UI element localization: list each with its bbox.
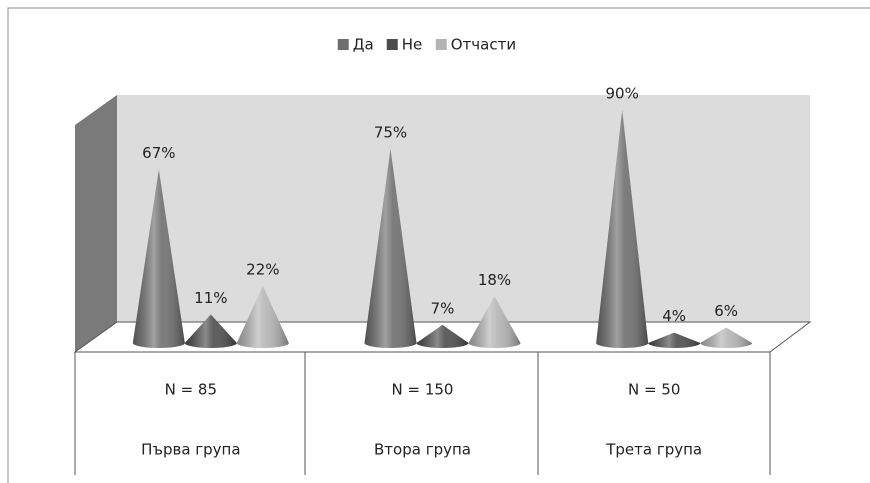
legend-swatch bbox=[435, 39, 447, 50]
value-label: 6% bbox=[714, 302, 738, 320]
category-count: N = 85 bbox=[165, 381, 217, 399]
value-label: 11% bbox=[194, 289, 227, 307]
cone-shading bbox=[184, 314, 237, 348]
value-label: 7% bbox=[431, 299, 455, 317]
category-count: N = 50 bbox=[628, 381, 680, 399]
category-label: Втора група bbox=[374, 441, 471, 459]
legend-swatch bbox=[386, 39, 398, 50]
cone-shading bbox=[236, 286, 289, 348]
legend-label: Да bbox=[353, 36, 374, 54]
side-wall bbox=[75, 95, 117, 352]
frame bbox=[7, 7, 870, 483]
value-label: 18% bbox=[478, 271, 511, 289]
legend-label: Отчасти bbox=[451, 36, 516, 54]
table-lines bbox=[74, 352, 771, 475]
cone-shading bbox=[416, 324, 469, 348]
cone-shading bbox=[700, 327, 753, 348]
value-label: 22% bbox=[246, 261, 279, 279]
cone-shading bbox=[596, 110, 649, 348]
legend-swatch bbox=[337, 39, 349, 50]
legend: Да Не Отчасти bbox=[337, 36, 516, 54]
value-label: 75% bbox=[374, 123, 407, 141]
cone-shading bbox=[132, 169, 185, 348]
category-label: Първа група bbox=[141, 441, 240, 459]
back-wall bbox=[117, 95, 810, 322]
plot: N = 85 Първа група 67% 11% 22% N = 150 Втора г… bbox=[132, 85, 753, 459]
cone-shading bbox=[648, 332, 701, 348]
cone-shading bbox=[468, 296, 521, 348]
value-label: 67% bbox=[142, 144, 175, 162]
value-label: 90% bbox=[605, 85, 638, 103]
value-label: 4% bbox=[662, 307, 686, 325]
category-count: N = 150 bbox=[392, 381, 454, 399]
category-label: Трета група bbox=[605, 441, 702, 459]
cone-shading bbox=[364, 148, 417, 348]
legend-label: Не bbox=[402, 36, 423, 54]
